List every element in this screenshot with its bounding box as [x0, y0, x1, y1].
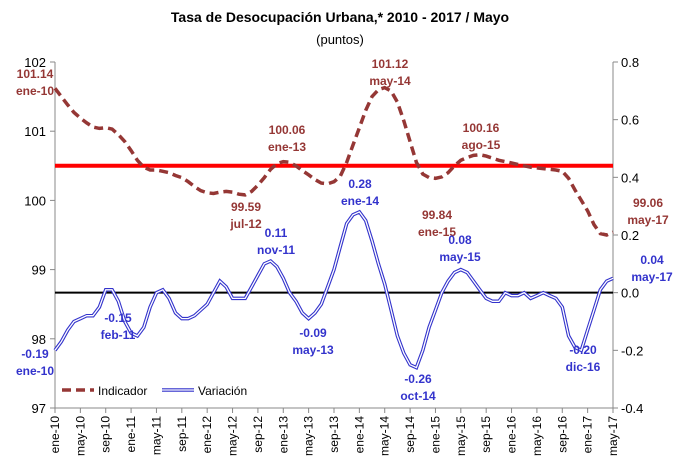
x-tick-label: may-11	[149, 416, 163, 455]
annotation-value: 101.12	[372, 57, 409, 71]
annotation-value: 100.06	[269, 123, 306, 137]
x-tick-label: sep-16	[555, 416, 569, 453]
annotation-value: 0.28	[348, 177, 372, 191]
x-tick-label: may-12	[226, 416, 240, 456]
annotation-value: 0.11	[265, 226, 288, 240]
y2-tick-label: 0.4	[621, 170, 639, 185]
annotation-date: ene-10	[16, 364, 54, 378]
y2-tick-label: -0.2	[621, 343, 643, 358]
y2-tick-label: 0.0	[621, 286, 639, 301]
annotation-value: 99.59	[231, 200, 261, 214]
annotation-value: 99.06	[633, 196, 663, 210]
x-tick-label: ene-14	[352, 416, 366, 454]
annotation-value: -0.20	[569, 343, 597, 357]
x-tick-label: ene-11	[124, 416, 138, 453]
y-tick-label: 102	[24, 55, 46, 70]
annotation-value: -0.19	[21, 347, 49, 361]
annotation-date: ene-15	[418, 225, 456, 239]
annotation-date: may-17	[631, 270, 673, 284]
x-tick-label: sep-14	[403, 416, 417, 453]
annotation-date: oct-14	[400, 389, 436, 403]
annotation-value: -0.26	[404, 372, 432, 386]
annotation-date: may-14	[369, 74, 411, 88]
y2-tick-label: -0.4	[621, 401, 643, 416]
annotation-date: nov-11	[257, 243, 295, 257]
x-tick-label: sep-13	[327, 416, 341, 453]
x-tick-label: may-16	[530, 416, 544, 456]
x-tick-label: may-14	[378, 416, 392, 456]
y-tick-label: 98	[32, 332, 46, 347]
annotation-date: ene-13	[268, 140, 306, 154]
x-tick-label: may-10	[73, 416, 87, 456]
x-tick-label: ene-10	[48, 416, 62, 454]
annotation-value: 101.14	[17, 67, 54, 81]
x-tick-label: sep-10	[99, 416, 113, 453]
y-tick-label: 97	[32, 401, 46, 416]
annotation-value: 0.08	[448, 233, 472, 247]
y-tick-label: 100	[24, 193, 46, 208]
annotation-date: may-13	[292, 343, 334, 357]
line-series	[53, 85, 614, 237]
x-tick-label: ene-15	[428, 416, 442, 454]
x-tick-label: sep-12	[251, 416, 265, 453]
annotation-value: -0.09	[299, 326, 327, 340]
annotation-value: 99.84	[422, 208, 452, 222]
x-tick-label: sep-15	[479, 416, 493, 453]
x-tick-label: ene-13	[276, 416, 290, 454]
annotation-date: may-17	[627, 213, 669, 227]
annotation-date: ene-14	[341, 194, 379, 208]
x-tick-label: ene-12	[200, 416, 214, 454]
annotation-date: jul-12	[229, 217, 262, 231]
x-tick-label: may-15	[454, 416, 468, 456]
annotation-date: ene-10	[16, 84, 54, 98]
line-series	[53, 209, 614, 370]
legend-label: Variación	[198, 384, 247, 398]
line-series-inner	[54, 211, 614, 369]
x-tick-label: may-17	[606, 416, 620, 456]
y2-tick-label: 0.8	[621, 55, 639, 70]
chart-title: Tasa de Desocupación Urbana,* 2010 - 201…	[171, 9, 509, 25]
y-tick-label: 99	[32, 263, 46, 278]
annotation-date: dic-16	[566, 360, 601, 374]
y-tick-label: 101	[24, 124, 46, 139]
x-tick-label: ene-16	[505, 416, 519, 454]
annotation-value: -0.15	[104, 311, 132, 325]
y2-tick-label: 0.6	[621, 113, 639, 128]
x-tick-label: ene-17	[581, 416, 595, 454]
y2-tick-label: 0.2	[621, 228, 639, 243]
annotation-value: 100.16	[463, 121, 500, 135]
annotation-date: ago-15	[462, 138, 501, 152]
x-tick-label: sep-11	[175, 416, 189, 452]
annotation-value: 0.04	[640, 253, 664, 267]
annotation-date: feb-11	[101, 328, 136, 342]
annotation-date: may-15	[439, 250, 481, 264]
x-tick-label: may-13	[302, 416, 316, 456]
chart-subtitle: (puntos)	[316, 32, 364, 47]
legend-label: Indicador	[98, 384, 147, 398]
